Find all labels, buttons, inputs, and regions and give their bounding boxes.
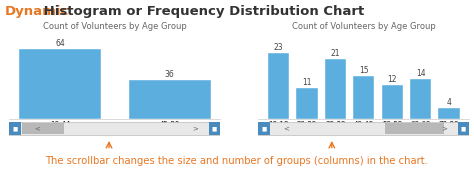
Text: ■: ■: [262, 126, 267, 131]
Text: <: <: [34, 126, 40, 132]
Bar: [458, 122, 469, 135]
Text: 15: 15: [359, 66, 369, 75]
Text: Dynamic: Dynamic: [5, 5, 69, 18]
Text: 64: 64: [55, 39, 65, 48]
Text: The scrollbar changes the size and number of groups (columns) in the chart.: The scrollbar changes the size and numbe…: [46, 156, 428, 166]
Text: ■: ■: [13, 126, 18, 131]
Text: 4: 4: [447, 98, 451, 107]
Text: >: >: [441, 126, 447, 132]
Bar: [128, 80, 211, 119]
Title: Count of Volunteers by Age Group: Count of Volunteers by Age Group: [292, 22, 436, 31]
Bar: [325, 59, 346, 119]
Bar: [258, 122, 270, 135]
Text: ■: ■: [461, 126, 466, 131]
Bar: [22, 123, 64, 135]
Text: 21: 21: [331, 49, 340, 58]
Bar: [438, 108, 460, 119]
Bar: [382, 85, 403, 119]
Title: Count of Volunteers by Age Group: Count of Volunteers by Age Group: [43, 22, 187, 31]
Text: 12: 12: [387, 75, 397, 84]
Text: 23: 23: [274, 43, 283, 52]
Bar: [410, 79, 431, 119]
Text: <: <: [283, 126, 289, 132]
Bar: [9, 122, 220, 135]
Text: Histogram or Frequency Distribution Chart: Histogram or Frequency Distribution Char…: [39, 5, 365, 18]
Bar: [296, 88, 318, 119]
Bar: [268, 53, 289, 119]
Text: 11: 11: [302, 78, 312, 87]
Text: 36: 36: [165, 70, 174, 79]
Bar: [9, 122, 21, 135]
Text: ■: ■: [212, 126, 217, 131]
Text: 14: 14: [416, 69, 426, 78]
X-axis label: Age Groups: Age Groups: [95, 128, 135, 134]
Bar: [385, 123, 444, 135]
X-axis label: Age Groups: Age Groups: [344, 128, 384, 134]
Bar: [19, 49, 101, 119]
Bar: [258, 122, 469, 135]
Bar: [353, 76, 374, 119]
Bar: [209, 122, 220, 135]
Text: >: >: [192, 126, 198, 132]
